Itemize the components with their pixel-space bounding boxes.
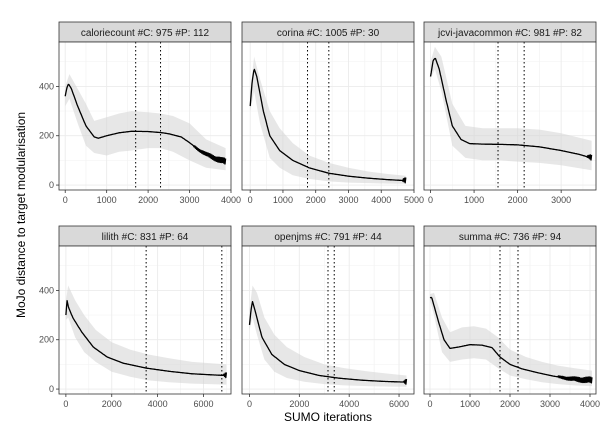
y-tick-label: 0 [49, 384, 54, 394]
x-tick-label: 3000 [551, 195, 571, 205]
facet-title: caloriecount #C: 975 #P: 112 [81, 28, 210, 39]
mean-line [429, 296, 593, 384]
x-tick-label: 1000 [464, 195, 484, 205]
y-tick-label: 200 [39, 131, 54, 141]
panel-border [241, 41, 415, 191]
confidence-band [65, 285, 227, 385]
panel-3: jcvi-javacommon #C: 981 #P: 82 0 1000 2000 3… [423, 21, 597, 205]
x-tick-label: 2000 [102, 399, 122, 409]
x-tick-label: 0 [428, 195, 433, 205]
y-tick-label: 400 [39, 285, 54, 295]
y-axis-title: MoJo distance to target modularisation [14, 112, 28, 318]
x-tick-label: 0 [247, 399, 252, 409]
x-tick-label: 4000 [148, 399, 168, 409]
mean-line [249, 68, 407, 184]
confidence-band [249, 285, 407, 387]
panel-border [423, 41, 597, 191]
x-tick-label: 0 [63, 399, 68, 409]
mean-line [248, 300, 408, 385]
x-axis-title: SUMO iterations [284, 410, 372, 424]
facet-title: lilith #C: 831 #P: 64 [102, 232, 189, 243]
facet-title: openjms #C: 791 #P: 44 [274, 232, 382, 243]
panel-6: summa #C: 736 #P: 94 0 1000 2000 3000 4000 [423, 225, 600, 409]
x-tick-label: 4000 [339, 399, 359, 409]
x-tick-label: 2000 [138, 195, 158, 205]
x-tick-label: 0 [248, 195, 253, 205]
confidence-band [65, 74, 226, 171]
x-tick-label: 2000 [508, 195, 528, 205]
y-tick-label: 400 [39, 81, 54, 91]
confidence-band [430, 46, 592, 171]
x-tick-label: 5000 [404, 195, 424, 205]
y-tick-label: 0 [49, 180, 54, 190]
x-tick-label: 1000 [97, 195, 117, 205]
panel-5: openjms #C: 791 #P: 44 0 2000 4000 6000 [241, 225, 415, 409]
panel-border [241, 245, 415, 395]
x-tick-label: 2000 [500, 399, 520, 409]
facet-title: summa #C: 736 #P: 94 [459, 232, 562, 243]
x-tick-label: 3000 [338, 195, 358, 205]
x-tick-label: 6000 [193, 399, 213, 409]
x-tick-label: 0 [63, 195, 68, 205]
confidence-band [250, 56, 406, 184]
x-tick-label: 3000 [540, 399, 560, 409]
x-tick-label: 4000 [371, 195, 391, 205]
x-tick-label: 1000 [460, 399, 480, 409]
x-tick-label: 1000 [273, 195, 293, 205]
mean-line [64, 83, 227, 165]
x-tick-label: 0 [427, 399, 432, 409]
panel-border [58, 245, 232, 395]
facet-title: jcvi-javacommon #C: 981 #P: 82 [437, 28, 582, 39]
mean-line [65, 300, 228, 379]
x-tick-label: 4000 [580, 399, 600, 409]
x-tick-label: 4000 [221, 195, 241, 205]
panel-border [58, 41, 232, 191]
facet-title: corina #C: 1005 #P: 30 [277, 28, 380, 39]
x-tick-label: 2000 [289, 399, 309, 409]
panel-4: lilith #C: 831 #P: 64 0 2000 4000 6000 0 200 40… [39, 225, 232, 409]
x-tick-label: 2000 [306, 195, 326, 205]
y-tick-label: 200 [39, 335, 54, 345]
mean-line [429, 57, 593, 161]
panel-2: corina #C: 1005 #P: 30 0 1000 2000 3000 4000 5… [241, 21, 424, 205]
x-tick-label: 6000 [389, 399, 409, 409]
x-tick-label: 3000 [180, 195, 200, 205]
